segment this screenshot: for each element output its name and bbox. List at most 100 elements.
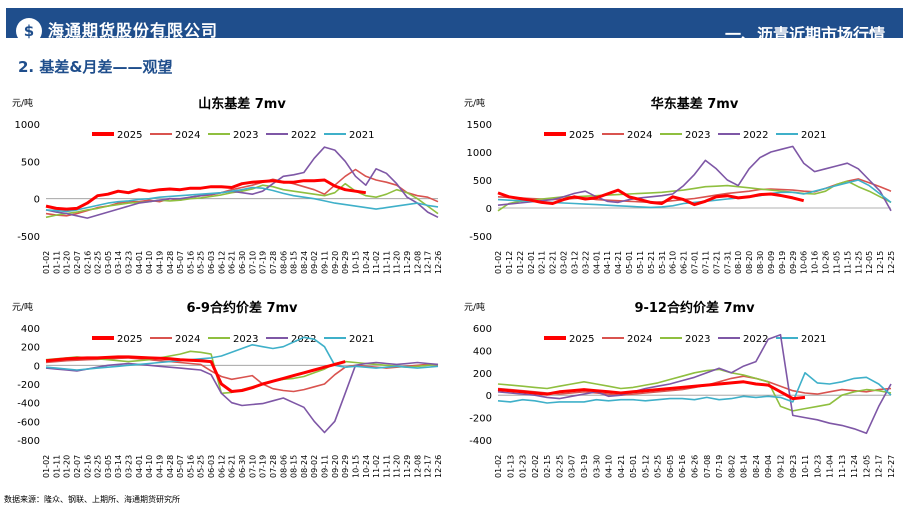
brand-bar: $ 海通期货股份有限公司 HAITONG FUTURES CO., LTD. <box>6 8 636 44</box>
x-tick-label: 01-02 <box>42 251 51 274</box>
chart-huadong-basis: 华东基差 7mv 元/吨 2025 2024 2023 2022 2021 1500 1000 5… <box>464 96 896 274</box>
company-name-cn: 海通期货股份有限公司 <box>48 21 219 40</box>
x-tick-label: 11-02 <box>372 455 381 478</box>
x-tick-label: 08-06 <box>279 251 288 274</box>
x-tick-label: 05-25 <box>654 455 663 478</box>
x-tick-label: 04-01 <box>135 251 144 274</box>
x-tick-label: 04-21 <box>614 251 623 274</box>
legend-label-2024: 2024 <box>627 334 652 345</box>
series-line-2025 <box>497 380 806 401</box>
series-line-2025 <box>45 355 346 393</box>
y-tick-label: 1000 <box>467 148 492 159</box>
y-tick-label: 400 <box>473 346 492 357</box>
data-source-note: 数据来源：隆众、钢联、上期所、海通期货研究所 <box>4 495 180 504</box>
x-tick-label: 01-12 <box>505 251 514 274</box>
x-tick-label: 02-25 <box>94 455 103 478</box>
x-tick-label: 07-11 <box>701 251 710 274</box>
x-tick-label: 06-03 <box>207 455 216 478</box>
chart-9-12-spread: 9-12合约价差 7mv 元/吨 2025 2024 2023 2022 2021 600 40… <box>464 300 896 478</box>
y-tick-label: -500 <box>469 232 492 243</box>
series-line-2021 <box>497 179 892 209</box>
y-tick-label: 0 <box>486 391 492 402</box>
x-tick-label: 07-28 <box>269 455 278 478</box>
x-tick-label: 06-03 <box>207 251 216 274</box>
legend-label-2022: 2022 <box>291 334 316 345</box>
x-tick-label: 08-15 <box>290 251 299 274</box>
x-tick-label: 10-26 <box>822 251 831 274</box>
x-tick-label: 07-19 <box>715 455 724 478</box>
x-tick-label: 12-05 <box>865 251 874 274</box>
series-line-2022 <box>45 146 439 219</box>
x-tick-label: 03-14 <box>114 455 123 478</box>
x-tick-label: 02-16 <box>83 251 92 274</box>
x-tick-label: 02-01 <box>527 251 536 274</box>
legend-label-2025: 2025 <box>117 334 142 345</box>
y-tick-label: 200 <box>21 343 40 354</box>
x-tick-label: 10-24 <box>362 251 371 274</box>
x-tick-label: 07-08 <box>703 455 712 478</box>
x-tick-label: 11-11 <box>382 251 391 274</box>
x-tick-label: 11-11 <box>382 455 391 478</box>
x-tick-label: 11-29 <box>403 455 412 478</box>
x-tick-label: 04-10 <box>145 251 154 274</box>
x-tick-label: 09-29 <box>341 251 350 274</box>
legend-label-2023: 2023 <box>685 334 710 345</box>
x-tick-label: 08-24 <box>300 251 309 274</box>
x-tick-label: 09-09 <box>767 251 776 274</box>
x-tick-label: 08-24 <box>752 455 761 478</box>
legend-label-2022: 2022 <box>291 130 316 141</box>
y-unit-label: 元/吨 <box>12 97 33 109</box>
x-tick-label: 12-17 <box>875 455 884 478</box>
x-tick-label: 01-02 <box>494 455 503 478</box>
y-tick-label: 0 <box>486 204 492 215</box>
x-tick-label: 10-11 <box>801 455 810 478</box>
x-tick-label: 12-25 <box>887 251 896 274</box>
x-tick-label: 08-14 <box>740 455 749 478</box>
x-tick-label: 01-13 <box>506 455 515 478</box>
chart-shandong-basis: 山东基差 7mv 元/吨 2025 2024 2023 2022 2021 1000 500 0 -… <box>12 96 443 274</box>
x-tick-label: 11-15 <box>843 251 852 274</box>
y-tick-label: 500 <box>473 176 492 187</box>
x-tick-label: 04-19 <box>155 455 164 478</box>
x-tick-label: 08-10 <box>734 251 743 274</box>
x-tick-label: 04-28 <box>166 455 175 478</box>
x-tick-label: 02-25 <box>555 455 564 478</box>
x-tick-label: 09-23 <box>789 455 798 478</box>
y-tick-label: -200 <box>469 414 492 425</box>
x-tick-label: 11-20 <box>393 455 402 478</box>
x-tick-label: 10-24 <box>362 455 371 478</box>
series-line-2025 <box>45 178 367 211</box>
x-tick-label: 08-06 <box>279 455 288 478</box>
legend-label-2024: 2024 <box>175 334 200 345</box>
x-tick-label: 12-08 <box>413 455 422 478</box>
x-tick-label: 07-19 <box>259 455 268 478</box>
x-tick-label: 04-10 <box>605 455 614 478</box>
x-tick-label: 10-16 <box>811 251 820 274</box>
y-unit-label: 元/吨 <box>12 301 33 313</box>
legend-label-2023: 2023 <box>233 334 258 345</box>
x-tick-label: 06-26 <box>691 455 700 478</box>
x-tick-label: 05-12 <box>641 455 650 478</box>
y-tick-label: -200 <box>17 380 40 391</box>
x-tick-label: 09-02 <box>310 251 319 274</box>
x-tick-label: 12-26 <box>434 455 443 478</box>
x-tick-label: 05-11 <box>636 251 645 274</box>
legend-label-2021: 2021 <box>349 130 374 141</box>
x-tick-label: 05-21 <box>647 251 656 274</box>
x-tick-label: 12-26 <box>434 251 443 274</box>
x-tick-label: 05-31 <box>658 251 667 274</box>
x-tick-label: 09-04 <box>764 455 773 478</box>
x-tick-label: 01-02 <box>494 251 503 274</box>
x-tick-label: 05-07 <box>176 455 185 478</box>
y-tick-label: 600 <box>473 324 492 335</box>
legend-label-2022: 2022 <box>743 334 768 345</box>
x-tick-label: 09-20 <box>331 455 340 478</box>
x-tick-label: 02-25 <box>94 251 103 274</box>
chart-6-9-spread: 6-9合约价差 7mv 元/吨 2025 2024 2023 2022 2021 400 200… <box>12 300 443 478</box>
legend-label-2025: 2025 <box>117 130 142 141</box>
chart-title: 山东基差 7mv <box>198 96 286 112</box>
x-tick-label: 03-22 <box>581 251 590 274</box>
x-tick-label: 04-10 <box>145 455 154 478</box>
x-tick-label: 01-23 <box>519 455 528 478</box>
x-tick-label: 10-23 <box>813 455 822 478</box>
